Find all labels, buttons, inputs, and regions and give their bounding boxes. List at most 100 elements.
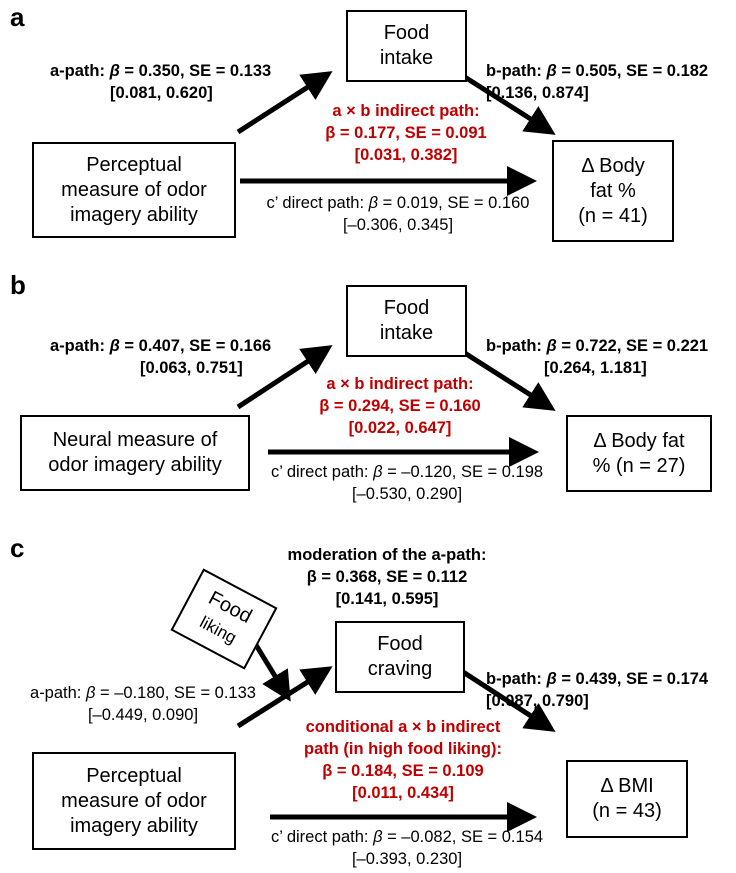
mediator-line-1: Food bbox=[377, 633, 423, 655]
predictor-line-2: measure of odor bbox=[61, 178, 207, 201]
predictor-line-3: imagery ability bbox=[70, 203, 198, 226]
b-path-ci: [0.087, 0.790] bbox=[486, 692, 589, 710]
a-path-stats: = 0.350, SE = 0.133 bbox=[119, 62, 272, 80]
direct-path-name: c’ direct path: bbox=[270, 828, 374, 846]
a-path-label-a: a-path: β = 0.350, SE = 0.133 [0.081, 0.… bbox=[50, 60, 271, 104]
a-path-ci: [–0.449, 0.090] bbox=[87, 706, 199, 724]
indirect-path-label-a: a × b indirect path: β = 0.177, SE = 0.0… bbox=[296, 100, 516, 166]
panel-label-a: a bbox=[10, 2, 25, 32]
a-path-label-b: a-path: β = 0.407, SE = 0.166 [0.063, 0.… bbox=[50, 335, 271, 379]
indirect-line-3: β = 0.184, SE = 0.109 bbox=[322, 762, 484, 780]
moderation-line-2: β = 0.368, SE = 0.112 bbox=[306, 568, 468, 586]
outcome-box-c: Δ BMI (n = 43) bbox=[566, 760, 688, 838]
a-path-name: a-path: bbox=[50, 62, 110, 80]
moderation-arrow-c bbox=[253, 643, 291, 702]
panel-label-b: b bbox=[10, 270, 26, 300]
panel-label-c: c bbox=[10, 533, 25, 563]
beta-symbol: β bbox=[109, 337, 120, 355]
b-path-name: b-path: bbox=[486, 670, 547, 688]
mediator-line-2: intake bbox=[379, 322, 434, 344]
direct-path-name: c’ direct path: bbox=[266, 194, 369, 212]
outcome-line-1: Δ BMI bbox=[600, 775, 654, 797]
b-path-stats: = 0.439, SE = 0.174 bbox=[556, 670, 709, 688]
b-path-name: b-path: bbox=[486, 62, 547, 80]
indirect-line-1: a × b indirect path: bbox=[332, 102, 480, 120]
mediator-box-b: Food intake bbox=[346, 285, 467, 357]
beta-symbol: β bbox=[85, 684, 96, 702]
direct-path-label-c: c’ direct path: β = –0.082, SE = 0.154 [… bbox=[252, 826, 562, 870]
predictor-box-c: Perceptual measure of odor imagery abili… bbox=[32, 752, 236, 850]
b-path-stats: = 0.722, SE = 0.221 bbox=[556, 337, 709, 355]
b-path-label-b: b-path: β = 0.722, SE = 0.221 [0.264, 1.… bbox=[486, 335, 708, 379]
indirect-line-1: conditional a × b indirect bbox=[305, 718, 501, 736]
direct-path-ci: [–0.306, 0.345] bbox=[342, 216, 454, 234]
a-path-arrow-c bbox=[236, 666, 333, 729]
b-path-stats: = 0.505, SE = 0.182 bbox=[556, 62, 709, 80]
indirect-line-2: path (in high food liking): bbox=[304, 740, 502, 758]
predictor-line-3: imagery ability bbox=[70, 814, 198, 837]
moderation-line-1: moderation of the a-path: bbox=[287, 546, 487, 564]
a-path-arrow-a bbox=[236, 71, 333, 135]
beta-symbol: β bbox=[546, 670, 557, 688]
b-path-label-c: b-path: β = 0.439, SE = 0.174 [0.087, 0.… bbox=[486, 668, 708, 712]
beta-symbol: β bbox=[368, 194, 379, 212]
moderation-label-c: moderation of the a-path: β = 0.368, SE … bbox=[262, 544, 512, 610]
outcome-line-2: (n = 43) bbox=[592, 800, 662, 822]
b-path-label-a: b-path: β = 0.505, SE = 0.182 [0.136, 0.… bbox=[486, 60, 708, 104]
indirect-path-label-b: a × b indirect path: β = 0.294, SE = 0.1… bbox=[290, 373, 510, 439]
mediator-box-c: Food craving bbox=[335, 621, 465, 693]
mediator-line-1: Food bbox=[383, 22, 430, 44]
predictor-line-2: odor imagery ability bbox=[48, 454, 222, 476]
mediator-line-2: intake bbox=[379, 47, 434, 69]
direct-path-label-b: c’ direct path: β = –0.120, SE = 0.198 [… bbox=[252, 461, 562, 505]
indirect-line-3: [0.022, 0.647] bbox=[348, 419, 452, 437]
outcome-line-1: Δ Body fat bbox=[593, 429, 685, 452]
a-path-ci: [0.063, 0.751] bbox=[140, 359, 243, 377]
mediator-box-a: Food intake bbox=[346, 10, 467, 82]
predictor-line-2: measure of odor bbox=[61, 789, 207, 812]
indirect-line-2: β = 0.177, SE = 0.091 bbox=[325, 124, 487, 142]
outcome-line-2: fat % bbox=[590, 179, 636, 202]
direct-path-ci: [–0.530, 0.290] bbox=[351, 485, 463, 503]
a-path-name: a-path: bbox=[50, 337, 110, 355]
b-path-arrow-c bbox=[458, 667, 556, 732]
direct-path-stats: = –0.082, SE = 0.154 bbox=[382, 828, 544, 846]
beta-symbol: β bbox=[546, 337, 557, 355]
mediator-line-2: craving bbox=[367, 658, 433, 680]
a-path-arrow-b bbox=[236, 345, 333, 410]
a-path-stats: = 0.407, SE = 0.166 bbox=[119, 337, 272, 355]
beta-symbol: β bbox=[373, 828, 383, 846]
b-path-name: b-path: bbox=[486, 337, 547, 355]
b-path-arrow-a bbox=[458, 71, 556, 135]
a-path-name: a-path: bbox=[30, 684, 86, 702]
direct-path-stats: = 0.019, SE = 0.160 bbox=[378, 194, 530, 212]
outcome-line-2: % (n = 27) bbox=[592, 454, 686, 477]
a-path-stats: = –0.180, SE = 0.133 bbox=[95, 684, 256, 702]
direct-path-label-a: c’ direct path: β = 0.019, SE = 0.160 [–… bbox=[248, 192, 548, 236]
indirect-line-2: β = 0.294, SE = 0.160 bbox=[319, 397, 481, 415]
outcome-line-3: (n = 41) bbox=[578, 204, 648, 227]
outcome-line-1: Δ Body bbox=[581, 154, 645, 177]
predictor-box-a: Perceptual measure of odor imagery abili… bbox=[32, 142, 236, 238]
indirect-path-label-c: conditional a × b indirect path (in high… bbox=[268, 716, 538, 804]
b-path-ci: [0.264, 1.181] bbox=[544, 359, 647, 377]
moderation-line-3: [0.141, 0.595] bbox=[335, 590, 439, 608]
predictor-line-1: Perceptual bbox=[86, 153, 182, 176]
mediator-line-1: Food bbox=[383, 297, 430, 319]
outcome-box-b: Δ Body fat % (n = 27) bbox=[566, 415, 712, 492]
beta-symbol: β bbox=[373, 463, 383, 481]
direct-path-stats: = –0.120, SE = 0.198 bbox=[382, 463, 544, 481]
predictor-box-b: Neural measure of odor imagery ability bbox=[20, 415, 250, 491]
beta-symbol: β bbox=[546, 62, 557, 80]
indirect-line-3: [0.031, 0.382] bbox=[354, 146, 458, 164]
indirect-line-4: [0.011, 0.434] bbox=[352, 784, 454, 802]
predictor-line-1: Perceptual bbox=[86, 764, 182, 787]
a-path-label-c: a-path: β = –0.180, SE = 0.133 [–0.449, … bbox=[12, 682, 274, 726]
b-path-arrow-b bbox=[458, 347, 556, 411]
b-path-ci: [0.136, 0.874] bbox=[486, 84, 589, 102]
direct-path-name: c’ direct path: bbox=[270, 463, 374, 481]
predictor-line-1: Neural measure of bbox=[52, 429, 218, 451]
a-path-ci: [0.081, 0.620] bbox=[110, 84, 213, 102]
outcome-box-a: Δ Body fat % (n = 41) bbox=[552, 140, 674, 242]
